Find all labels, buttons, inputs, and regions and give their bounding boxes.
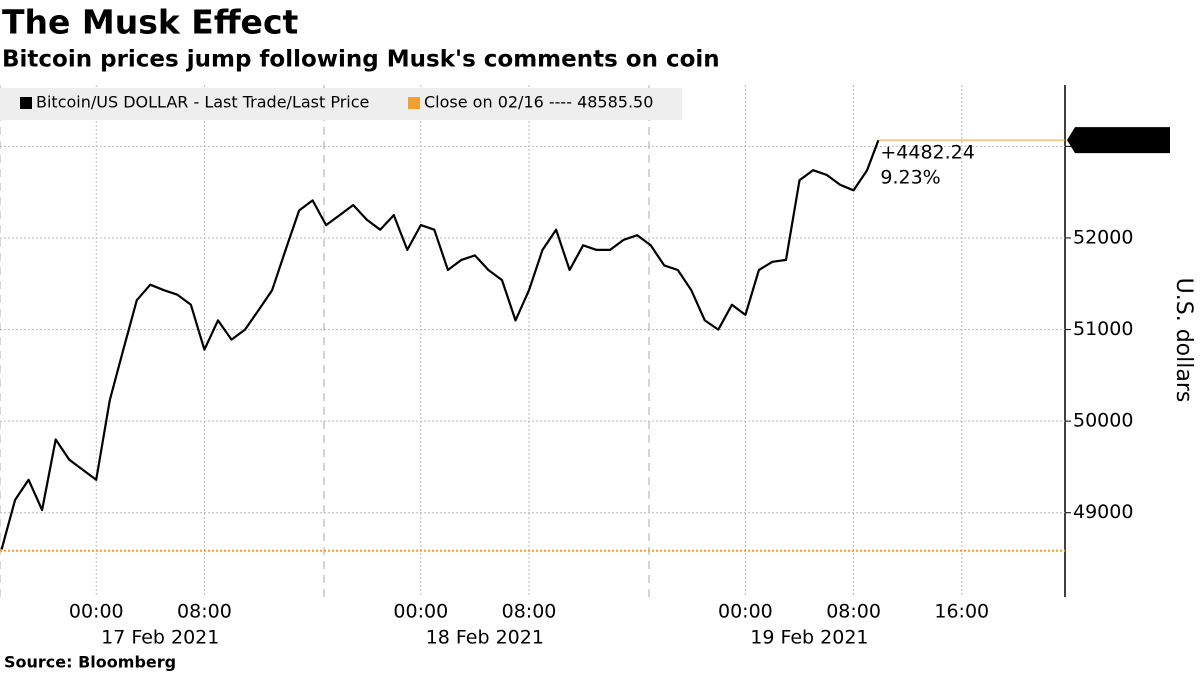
chart-title: The Musk Effect [2, 3, 299, 42]
legend-background [0, 88, 682, 120]
x-tick-label: 00:00 [69, 601, 124, 623]
y-tick-label: 50000 [1073, 410, 1133, 432]
y-tick-label: 49000 [1073, 501, 1133, 523]
x-tick-label: 08:00 [177, 601, 232, 623]
legend-swatch [20, 97, 32, 109]
legend-swatch [408, 97, 420, 109]
y-tick-label: 51000 [1073, 318, 1133, 340]
x-tick-label: 16:00 [934, 601, 989, 623]
x-tick-label: 08:00 [826, 601, 881, 623]
price-line [0, 139, 880, 550]
last-price-box [1067, 127, 1170, 154]
source: Source: Bloomberg [4, 653, 176, 672]
legend-label: Close on 02/16 ---- 48585.50 [424, 93, 653, 112]
y-tick-label: 52000 [1073, 226, 1133, 248]
change-pct-label: 9.23% [880, 167, 940, 189]
legend-label: Bitcoin/US DOLLAR - Last Trade/Last Pric… [36, 93, 369, 112]
x-tick-label: 00:00 [718, 601, 773, 623]
x-tick-label: 08:00 [502, 601, 557, 623]
last-price-label: 53067.74 [1075, 130, 1166, 152]
chart-subtitle: Bitcoin prices jump following Musk's com… [2, 47, 720, 73]
x-date-label: 18 Feb 2021 [426, 627, 544, 649]
x-tick-label: 00:00 [393, 601, 448, 623]
change-label: +4482.24 [880, 142, 975, 164]
x-date-label: 19 Feb 2021 [750, 627, 868, 649]
x-date-label: 17 Feb 2021 [101, 627, 219, 649]
y-axis-label: U.S. dollars [1171, 278, 1196, 403]
